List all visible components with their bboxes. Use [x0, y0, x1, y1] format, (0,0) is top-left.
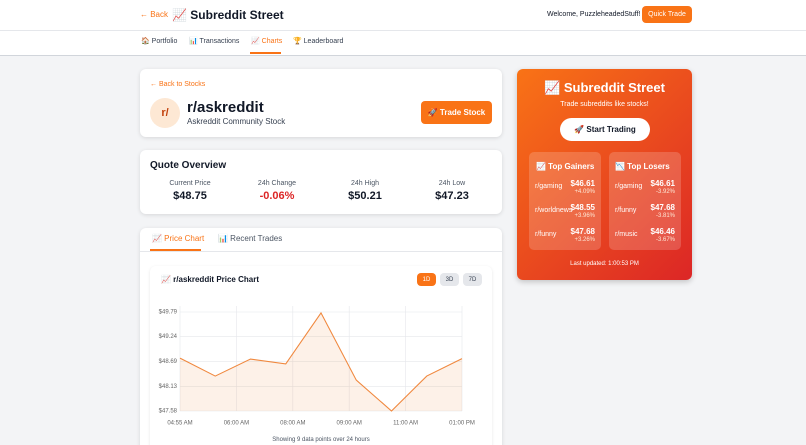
quote-title: Quote Overview [150, 160, 227, 171]
mover-name: r/funny [535, 231, 557, 238]
quote-value: -0.06% [259, 190, 295, 202]
range-button-active[interactable]: 1D [417, 273, 436, 286]
quote-value: $50.21 [348, 190, 382, 202]
start-trading-button[interactable]: 🚀 Start Trading [560, 118, 650, 141]
nav-bar [0, 30, 806, 56]
x-tick-label: 09:00 AM [337, 421, 362, 427]
chart-title: 📈 r/askreddit Price Chart [161, 275, 259, 284]
mover-change: +3.96% [574, 213, 595, 219]
y-tick-label: $49.24 [159, 334, 178, 340]
back-link[interactable]: ← Back [140, 10, 169, 19]
y-tick-label: $47.58 [159, 409, 178, 415]
quick-trade-button[interactable]: Quick Trade [642, 6, 692, 23]
y-tick-label: $48.69 [159, 359, 178, 365]
mover-price: $46.46 [650, 227, 675, 236]
stock-subtitle: Askreddit Community Stock [187, 117, 286, 126]
x-tick-label: 06:00 AM [224, 421, 249, 427]
tab[interactable]: 📊 Recent Trades [218, 234, 283, 243]
mover-name: r/funny [615, 207, 637, 214]
mover-price: $48.55 [570, 203, 595, 212]
mover-change: +3.26% [574, 237, 595, 243]
x-tick-label: 11:00 AM [393, 421, 418, 427]
brand[interactable]: 📈 Subreddit Street [172, 8, 284, 22]
quote-label: 24h High [350, 180, 380, 187]
x-tick-label: 08:00 AM [280, 421, 305, 427]
chart-footer: Showing 9 data points over 24 hours [272, 437, 370, 443]
gainers-title: 📈 Top Gainers [536, 162, 595, 171]
range-button[interactable]: 7D [463, 273, 482, 286]
mover-name: r/worldnews [535, 207, 573, 214]
mover-change: -3.81% [655, 213, 675, 219]
promo-title: 📈 Subreddit Street [544, 80, 665, 95]
last-updated: Last updated: 1:00:53 PM [570, 261, 639, 267]
x-tick-label: 04:55 AM [167, 421, 192, 427]
nav-item[interactable]: 📊 Transactions [189, 38, 240, 45]
chart-panel [150, 266, 492, 445]
mover-price: $47.68 [570, 227, 595, 236]
quote-label: Current Price [169, 180, 211, 187]
gainers-box [529, 152, 601, 250]
range-button[interactable]: 3D [440, 273, 459, 286]
mover-change: +4.09% [574, 189, 595, 195]
tab-divider [140, 251, 502, 252]
promo-tagline: Trade subreddits like stocks! [560, 101, 649, 108]
mover-change: -3.92% [655, 189, 675, 195]
price-area [180, 312, 462, 411]
x-tick-label: 01:00 PM [449, 421, 475, 427]
price-line [179, 311, 463, 412]
y-tick-label: $49.79 [159, 310, 178, 316]
mover-price: $46.61 [570, 179, 595, 188]
welcome: Welcome, PuzzleheadedStuff! [547, 11, 641, 18]
nav-underline [250, 52, 281, 54]
losers-box [609, 152, 681, 250]
back-to-stocks[interactable]: ← Back to Stocks [150, 81, 206, 88]
tab-underline [150, 249, 201, 251]
nav-item[interactable]: 🏆 Leaderboard [293, 38, 344, 45]
trade-stock-button[interactable]: 🚀 Trade Stock [421, 101, 492, 124]
quote-value: $48.75 [173, 190, 207, 202]
avatar: r/ [150, 98, 180, 128]
y-tick-label: $48.13 [159, 384, 178, 390]
nav-item[interactable]: 🏠 Portfolio [141, 38, 178, 45]
mover-price: $47.68 [650, 203, 675, 212]
quote-label: 24h Change [257, 180, 297, 187]
mover-price: $46.61 [650, 179, 675, 188]
mover-name: r/gaming [615, 183, 643, 190]
promo-card [517, 69, 692, 280]
quote-card [140, 150, 502, 214]
mover-name: r/gaming [535, 183, 563, 190]
tab-active[interactable]: 📈 Price Chart [152, 234, 205, 243]
quote-label: 24h Low [438, 180, 466, 187]
mover-change: -3.67% [655, 237, 675, 243]
stock-name: r/askreddit [187, 99, 264, 116]
losers-title: 📉 Top Losers [615, 162, 670, 171]
quote-value: $47.23 [435, 190, 469, 202]
nav-item-active[interactable]: 📈 Charts [251, 38, 283, 45]
mover-name: r/music [615, 231, 638, 238]
